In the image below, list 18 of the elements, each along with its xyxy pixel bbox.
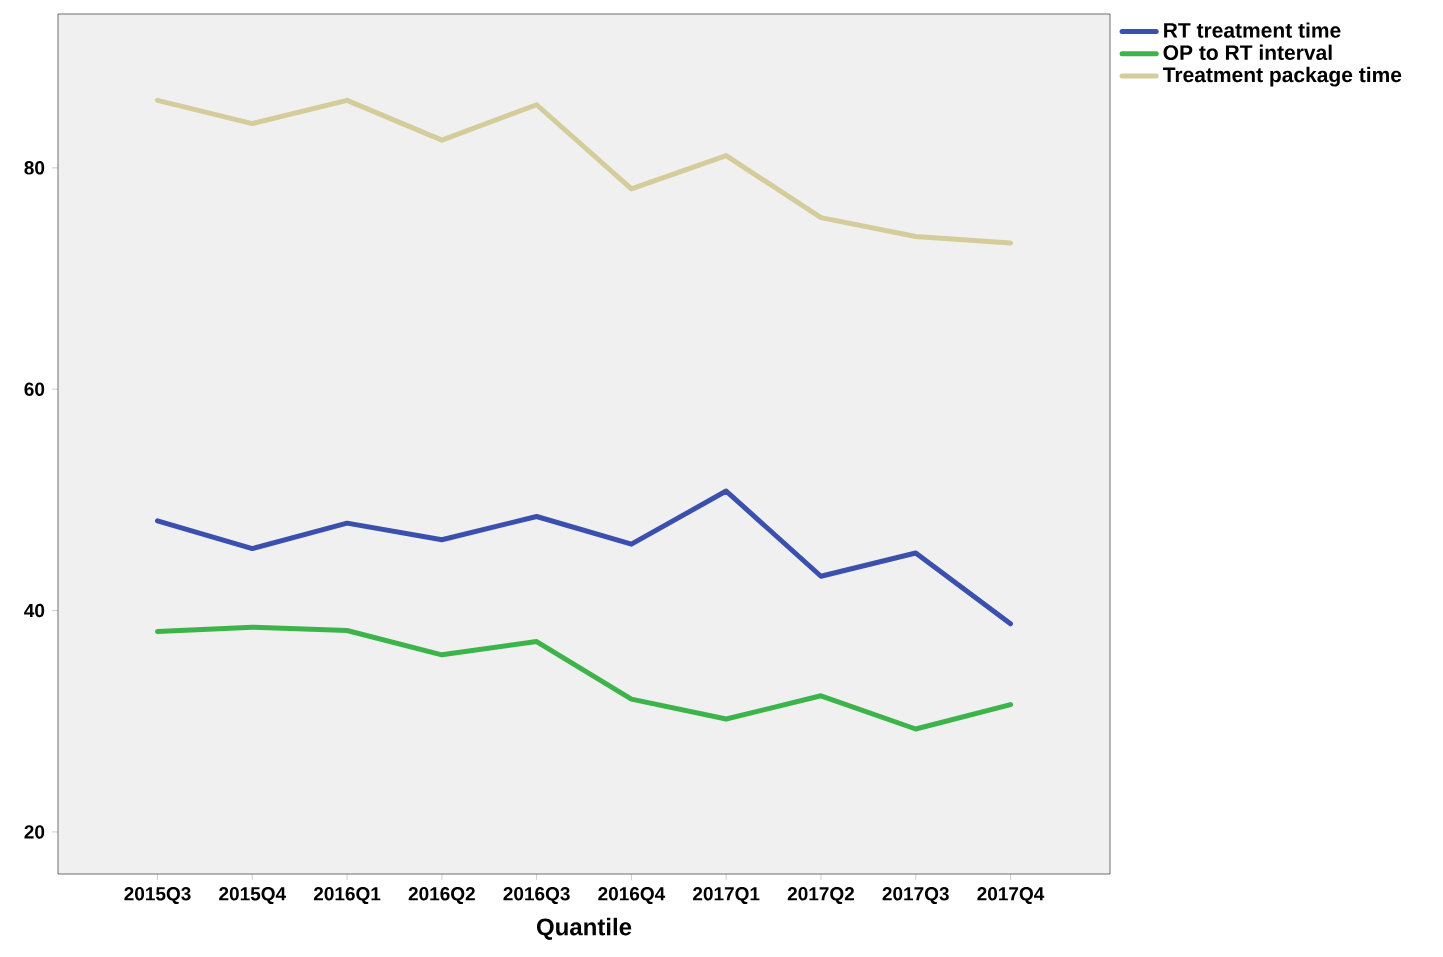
x-tick-label: 2016Q2 — [408, 887, 475, 905]
x-tick-label: 2015Q4 — [219, 887, 286, 905]
y-tick-label: 40 — [24, 603, 45, 618]
legend-label: Treatment package time — [1162, 66, 1402, 87]
x-tick-label: 2015Q3 — [124, 887, 191, 905]
x-tick-label: 2016Q3 — [503, 887, 570, 905]
x-axis-title: Quantile — [536, 917, 632, 940]
x-tick-label: 2016Q1 — [313, 887, 381, 905]
y-tick-label: 80 — [24, 161, 45, 175]
x-tick-label: 2017Q1 — [693, 887, 760, 905]
y-tick-label: 60 — [24, 382, 45, 396]
x-tick-label: 2017Q3 — [882, 887, 949, 905]
x-tick-label: 2016Q4 — [598, 887, 666, 905]
legend-label: RT treatment time — [1164, 22, 1341, 38]
y-tick-label: 20 — [24, 825, 45, 839]
x-tick-label: 2017Q4 — [977, 887, 1045, 905]
x-tick-label: 2017Q2 — [787, 887, 854, 905]
legend-label: OP to RT interval — [1163, 44, 1332, 61]
